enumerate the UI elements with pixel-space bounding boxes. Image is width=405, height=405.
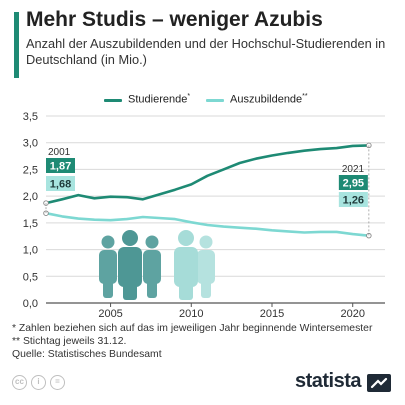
y-axis-tick-labels: 0,0 0,5 1,0 1,5 2,0 2,5 3,0 3,5 <box>23 111 38 310</box>
y-tick-label: 0,0 <box>23 298 38 310</box>
annotation-end-studierende-value: 2,95 <box>343 178 364 190</box>
grid-lines <box>46 115 385 304</box>
legend-footnote-mark-studierende: * <box>187 93 191 100</box>
cc-icon[interactable]: cc <box>12 375 27 390</box>
y-tick-label: 3,5 <box>23 111 38 123</box>
annotation-start-auszubildende-box <box>46 176 75 191</box>
series-line-studierende <box>44 144 371 205</box>
y-tick-label: 2,5 <box>23 164 38 176</box>
line-chart: 0,0 0,5 1,0 1,5 2,0 2,5 3,0 3,5 2005 2010 2015 202… <box>23 111 385 320</box>
annotation-end-year: 2021 <box>342 164 365 175</box>
people-group-light-icon <box>174 230 215 300</box>
x-tick-label: 2015 <box>260 308 284 320</box>
y-tick-label: 1,0 <box>23 245 38 257</box>
annotation-end-auszubildende-box <box>338 192 368 207</box>
legend-swatch-auszubildende <box>206 99 224 102</box>
footnote-studierende: * Zahlen beziehen sich auf das im jeweil… <box>12 323 373 334</box>
value-annotations: 2001 1,87 1,68 2021 2,95 1,26 <box>45 145 370 236</box>
start-point-auszubildende <box>43 210 49 216</box>
legend-label-auszubildende: Auszubildende** <box>230 93 308 106</box>
by-icon[interactable]: i <box>31 375 46 390</box>
annotation-start-year: 2001 <box>48 147 71 158</box>
brand-logo[interactable]: statista <box>271 370 391 394</box>
statista-logo-icon <box>367 374 391 392</box>
series-line-auszubildende <box>44 211 371 237</box>
y-tick-label: 1,5 <box>23 218 38 230</box>
series-lines <box>43 142 372 239</box>
brand-name: statista <box>294 370 362 392</box>
annotation-end-auszubildende-value: 1,26 <box>343 195 364 207</box>
x-tick-label: 2010 <box>179 308 203 320</box>
y-tick-label: 0,5 <box>23 271 38 283</box>
end-point-auszubildende <box>366 232 372 239</box>
equal-icon[interactable]: = <box>50 375 65 390</box>
y-tick-label: 3,0 <box>23 138 38 150</box>
x-tick-label: 2005 <box>98 308 122 320</box>
x-axis-tick-labels: 2005 2010 2015 2020 <box>98 303 365 320</box>
chart-subtitle: Anzahl der Auszubildenden und der Hochsc… <box>26 36 386 67</box>
annotation-start-studierende-value: 1,87 <box>50 161 71 173</box>
accent-bar <box>14 12 19 78</box>
source-note: Quelle: Statistisches Bundesamt <box>12 349 162 360</box>
x-tick-label: 2020 <box>340 308 364 320</box>
chart-title: Mehr Studis – weniger Azubis <box>26 8 323 31</box>
people-illustration <box>99 230 215 300</box>
legend-footnote-mark-auszubildende: ** <box>302 93 308 100</box>
footnotes: * Zahlen beziehen sich auf das im jeweil… <box>12 322 402 361</box>
chart-legend: Studierende* Auszubildende** <box>0 93 405 109</box>
people-group-dark-icon <box>99 230 161 300</box>
legend-swatch-studierende <box>104 99 122 102</box>
annotation-end-studierende-box <box>338 175 368 190</box>
footnote-auszubildende: ** Stichtag jeweils 31.12. <box>12 336 127 347</box>
legend-label-studierende: Studierende* <box>128 93 191 106</box>
annotation-start-studierende-box <box>46 158 75 173</box>
annotation-start-auszubildende-value: 1,68 <box>50 179 71 191</box>
y-tick-label: 2,0 <box>23 191 38 203</box>
